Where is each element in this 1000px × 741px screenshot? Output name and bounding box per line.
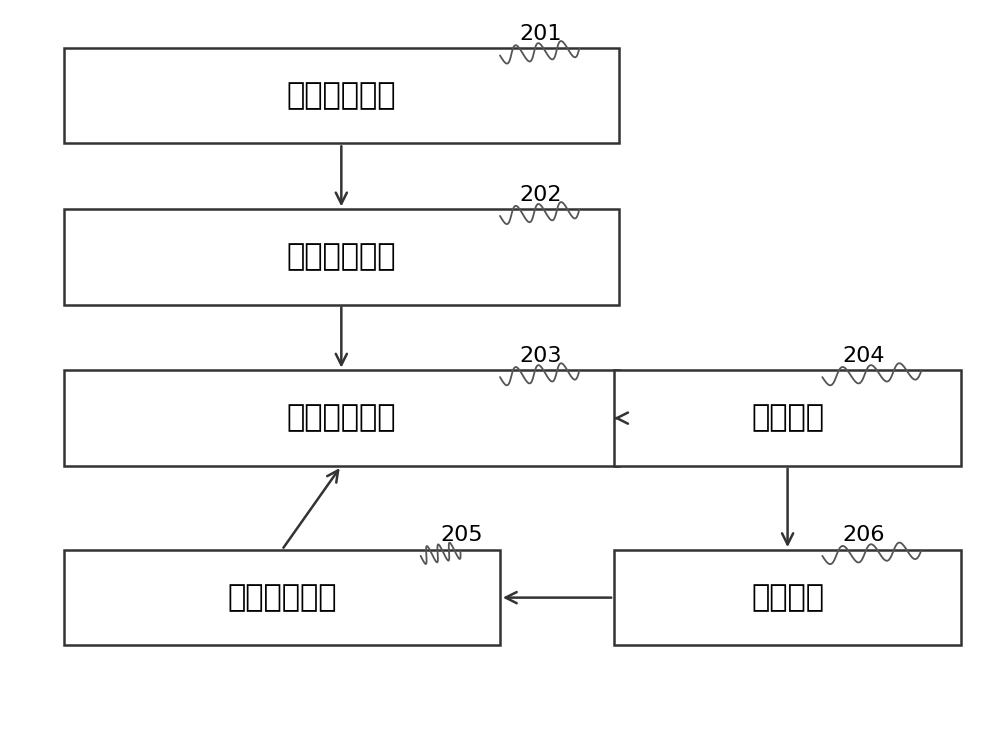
Bar	[614, 370, 961, 466]
Text: 206: 206	[842, 525, 885, 545]
Text: 执行扫描计划: 执行扫描计划	[287, 404, 396, 433]
Text: 201: 201	[520, 24, 562, 44]
Text: 更新扫描计划: 更新扫描计划	[227, 583, 337, 612]
Text: 制定扫描计划: 制定扫描计划	[287, 242, 396, 271]
Text: 采集数据: 采集数据	[751, 404, 824, 433]
Text: 203: 203	[520, 346, 562, 366]
Text: 图像重建: 图像重建	[751, 583, 824, 612]
Bar	[64, 550, 500, 645]
Bar	[64, 370, 619, 466]
Text: 205: 205	[441, 525, 483, 545]
Bar	[64, 209, 619, 305]
Bar	[64, 48, 619, 143]
Text: 204: 204	[842, 346, 885, 366]
Text: 接收体征信号: 接收体征信号	[287, 82, 396, 110]
Text: 202: 202	[520, 185, 562, 205]
Bar	[614, 550, 961, 645]
